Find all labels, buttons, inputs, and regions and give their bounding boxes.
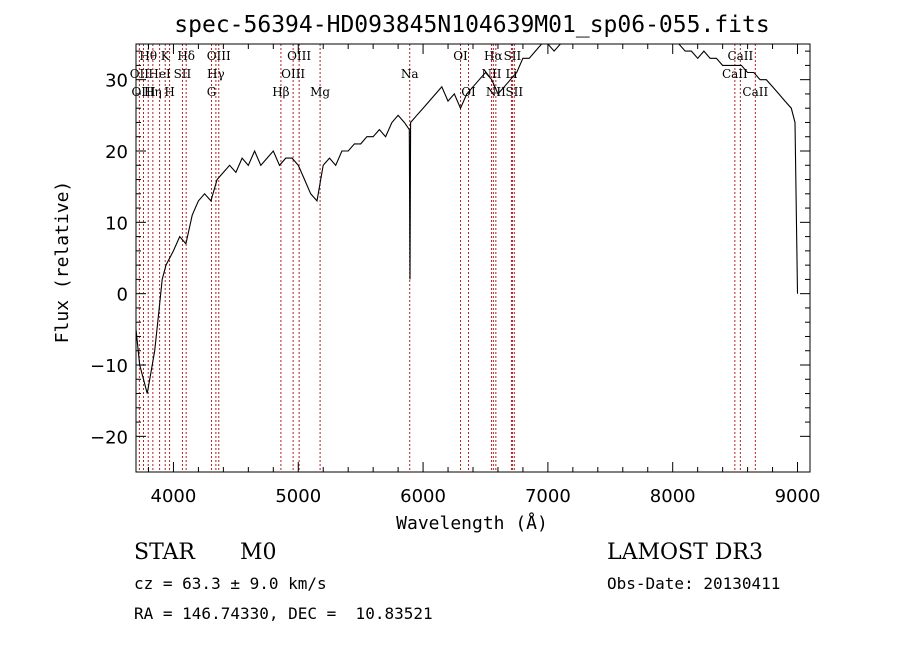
line-label: OIII [207, 49, 231, 63]
x-axis-ticks: 4000 5000 6000 7000 8000 9000 [147, 44, 821, 507]
line-label: OI [453, 49, 468, 63]
line-label: CaII [722, 67, 748, 81]
line-label: OIII [131, 85, 155, 99]
line-label: Hη [144, 85, 162, 99]
y-tick-label: 0 [117, 285, 128, 306]
line-label: Hθ [139, 49, 157, 63]
chart-title: spec-56394-HD093845N104639M01_sp06-055.f… [174, 12, 769, 38]
survey-name: LAMOST DR3 [607, 540, 763, 565]
y-tick-label: 30 [105, 71, 128, 92]
line-label: Na [401, 67, 419, 81]
object-type: STAR [134, 540, 196, 565]
x-tick-label: 5000 [275, 486, 321, 507]
line-label: CaII [727, 49, 753, 63]
line-label: CaII [742, 85, 768, 99]
line-label: NII [481, 67, 501, 81]
line-label: K [161, 49, 171, 63]
y-tick-label: 10 [105, 213, 128, 234]
plot-frame [135, 43, 811, 473]
line-label: OIII [281, 67, 305, 81]
line-label: OII [130, 67, 150, 81]
y-tick-label: −20 [90, 427, 128, 448]
y-axis-ticks: −20 −10 0 10 20 30 [90, 50, 810, 448]
line-label: Hα [484, 49, 503, 63]
line-label: Mg [310, 85, 330, 99]
y-tick-label: 20 [105, 142, 128, 163]
x-tick-label: 9000 [775, 486, 821, 507]
line-label: SII [504, 49, 522, 63]
line-label: H [164, 85, 174, 99]
line-label: SII [174, 67, 192, 81]
coordinates: RA = 146.74330, DEC = 10.83521 [134, 604, 433, 623]
obs-date: Obs-Date: 20130411 [607, 574, 780, 593]
y-axis-label: Flux (relative) [52, 181, 73, 344]
line-label: Li [506, 67, 518, 81]
x-tick-label: 6000 [400, 486, 446, 507]
spectrum-series-line [135, 43, 799, 394]
line-label: NII [486, 85, 506, 99]
line-label: HeI [148, 67, 171, 81]
x-axis-label: Wavelength (Å) [396, 512, 548, 534]
x-tick-label: 8000 [650, 486, 696, 507]
line-label: Hγ [207, 67, 225, 81]
redshift-cz: cz = 63.3 ± 9.0 km/s [134, 574, 327, 593]
line-label: SII [505, 85, 523, 99]
spectral-line-markers [138, 44, 756, 472]
x-tick-label: 4000 [151, 486, 197, 507]
line-label: Hβ [272, 85, 289, 99]
y-tick-label: −10 [90, 356, 128, 377]
x-tick-label: 7000 [525, 486, 571, 507]
line-label: Hδ [177, 49, 195, 63]
line-label: OIII [287, 49, 311, 63]
line-label: G [207, 85, 217, 99]
spectral-subclass: M0 [240, 540, 277, 565]
